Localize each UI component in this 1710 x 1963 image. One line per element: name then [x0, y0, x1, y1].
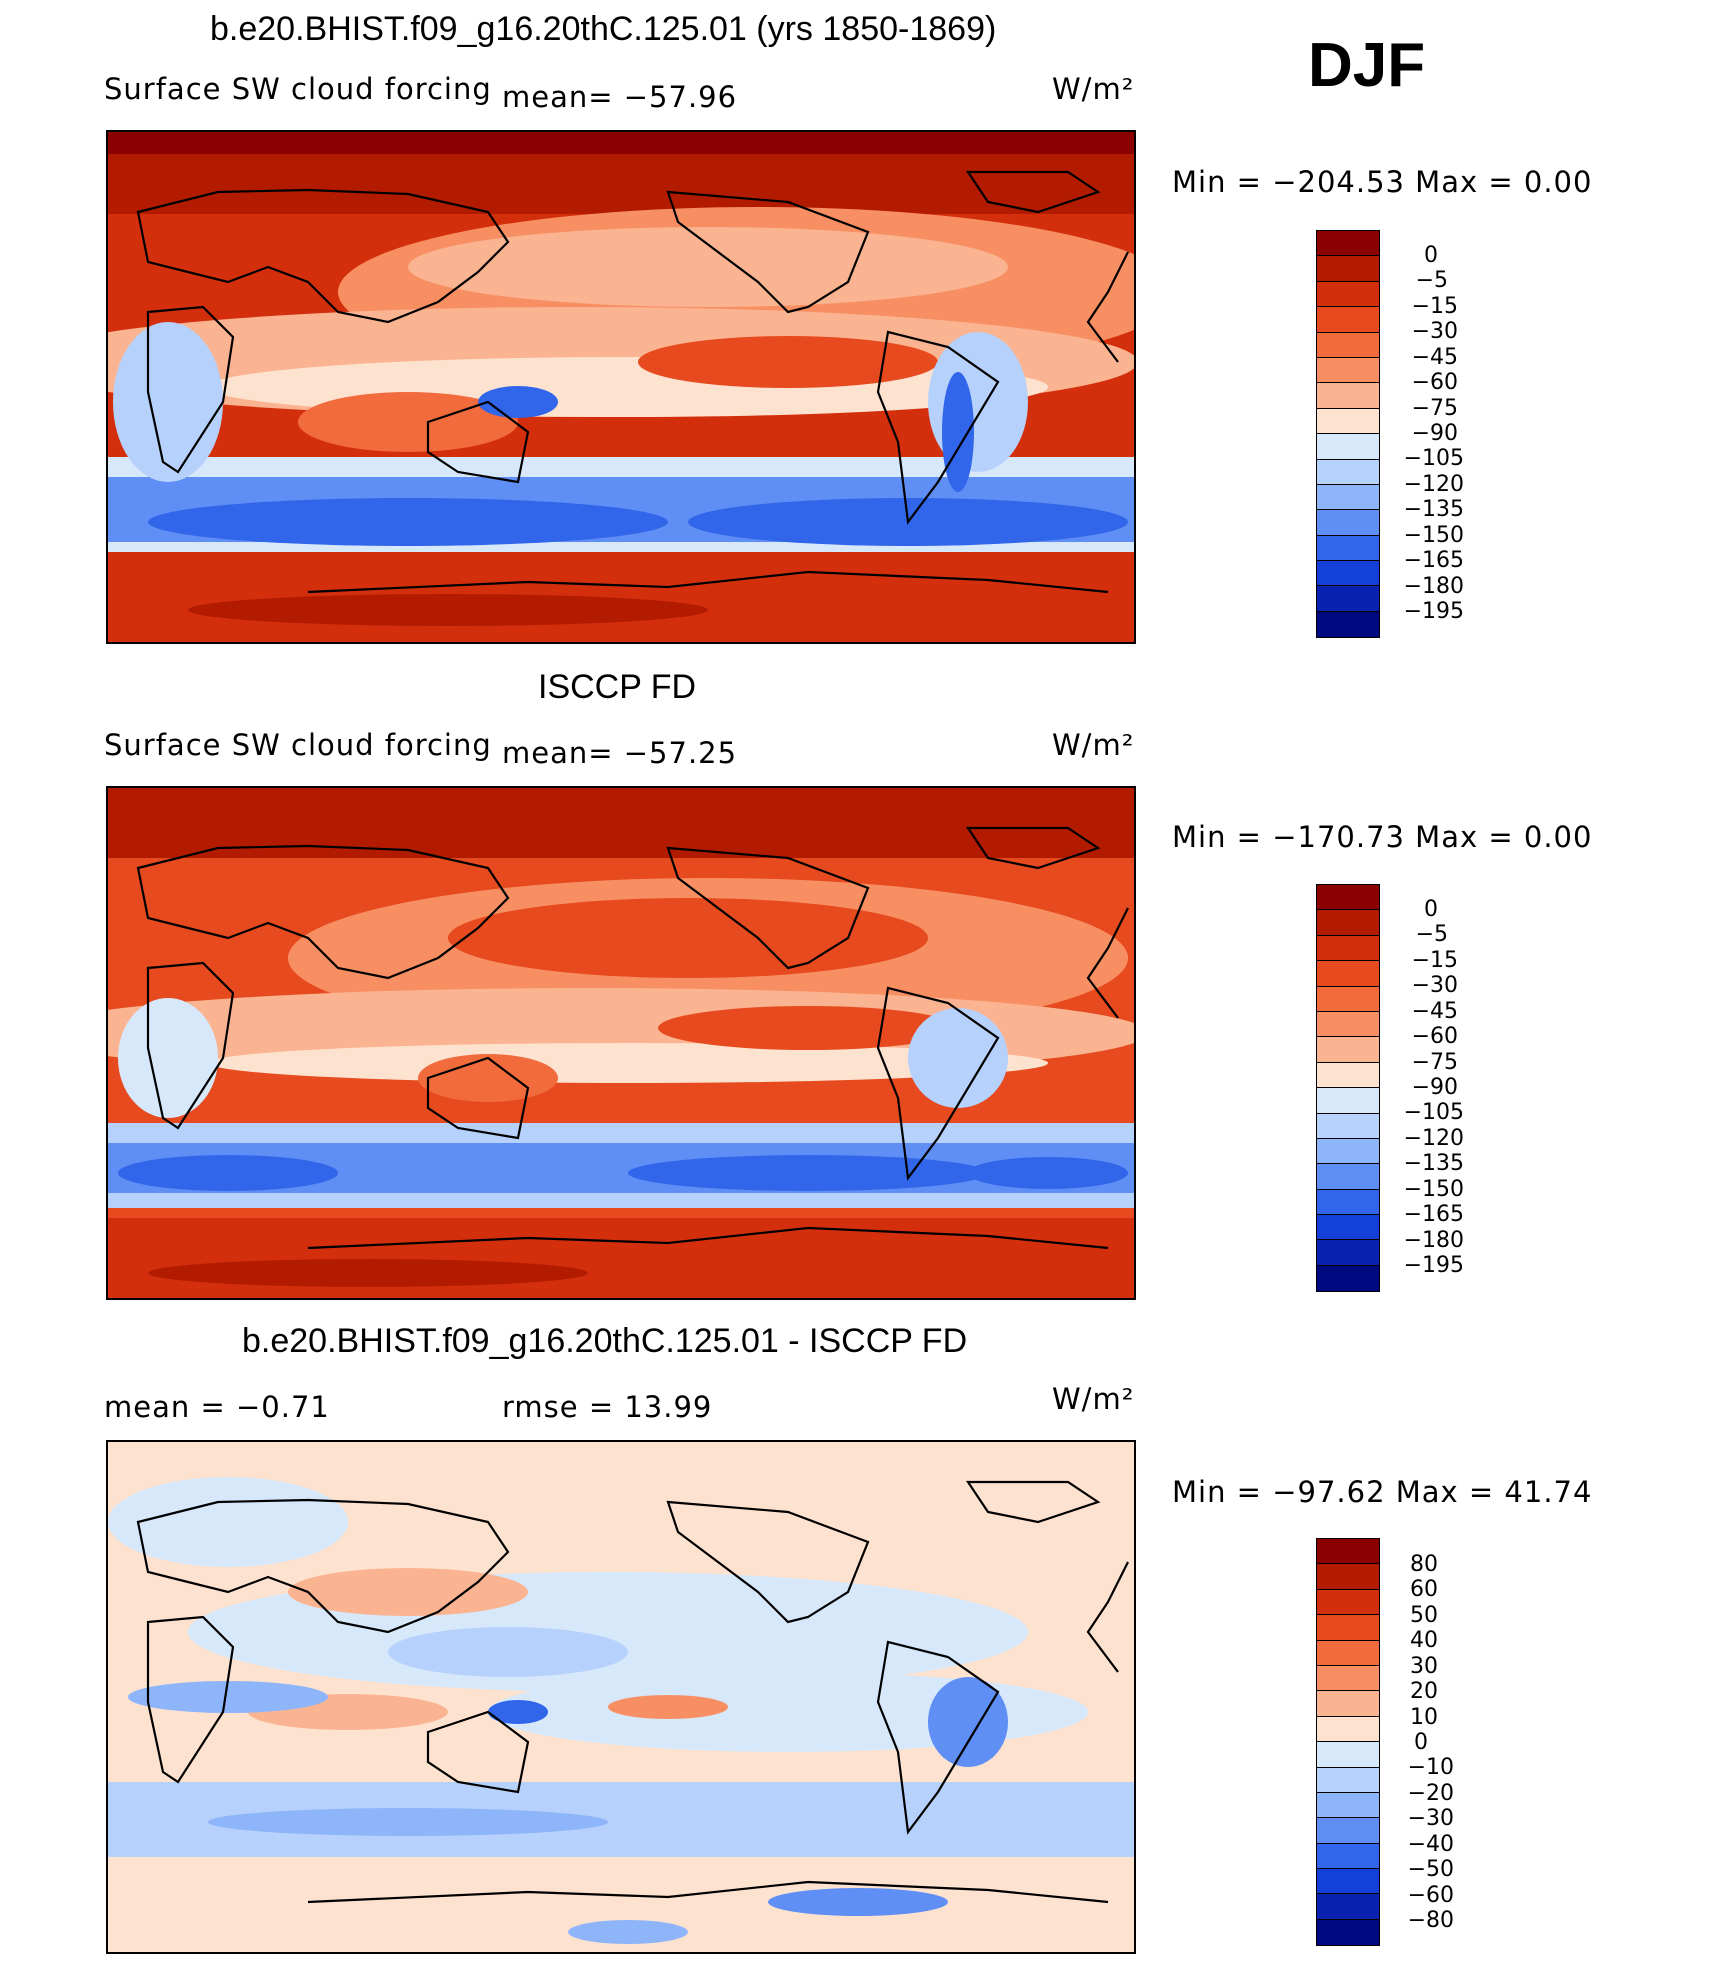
colorbar-label: −30	[1407, 1806, 1454, 1831]
panel2-minmax: Min = −170.73 Max = 0.00	[1172, 820, 1593, 854]
colorbar-label: −60	[1411, 370, 1458, 395]
colorbar-label: −105	[1403, 446, 1464, 471]
panel2-title: ISCCP FD	[538, 668, 697, 706]
colorbar-label: −40	[1407, 1832, 1454, 1857]
colorbar-label: 20	[1410, 1679, 1438, 1704]
colorbar-label: −30	[1411, 319, 1458, 344]
colorbar-label: −10	[1407, 1755, 1454, 1780]
panel2-field	[108, 788, 1134, 1298]
colorbar-label: −105	[1403, 1100, 1464, 1125]
panel1-minmax: Min = −204.53 Max = 0.00	[1172, 165, 1593, 199]
colorbar-label: 80	[1410, 1552, 1438, 1577]
colorbar-label: 40	[1410, 1628, 1438, 1653]
colorbar-label: −135	[1403, 497, 1464, 522]
colorbar-label: −15	[1411, 948, 1458, 973]
colorbar-label: −5	[1415, 922, 1448, 947]
panel2-mean: mean= −57.25	[502, 736, 738, 770]
colorbar-label: −180	[1403, 1228, 1464, 1253]
panel2-variable: Surface SW cloud forcing	[104, 728, 492, 762]
colorbar-label: −45	[1411, 999, 1458, 1024]
panel3-minmax: Min = −97.62 Max = 41.74	[1172, 1475, 1593, 1509]
colorbar-label: −150	[1403, 1177, 1464, 1202]
colorbar-label: −120	[1403, 1126, 1464, 1151]
panel1-colorbar	[1316, 230, 1380, 639]
season-label: DJF	[1308, 31, 1426, 100]
colorbar-label: −5	[1415, 268, 1448, 293]
colorbar-label: −45	[1411, 345, 1458, 370]
colorbar-label: −75	[1411, 1050, 1458, 1075]
colorbar-label: −165	[1403, 1202, 1464, 1227]
panel1-mean: mean= −57.96	[502, 80, 738, 114]
panel3-colorbar	[1316, 1538, 1380, 1947]
panel3-title: b.e20.BHIST.f09_g16.20thC.125.01 - ISCCP…	[242, 1322, 968, 1360]
colorbar-label: −75	[1411, 396, 1458, 421]
colorbar-label: −195	[1403, 1253, 1464, 1278]
colorbar-label: −15	[1411, 294, 1458, 319]
colorbar-label: 60	[1410, 1577, 1438, 1602]
panel1-units: W/m²	[1052, 72, 1135, 106]
colorbar-label: 0	[1424, 243, 1438, 268]
colorbar-label: −60	[1411, 1024, 1458, 1049]
colorbar-label: −50	[1407, 1857, 1454, 1882]
colorbar-label: 30	[1410, 1654, 1438, 1679]
colorbar-label: −90	[1411, 421, 1458, 446]
panel1-title: b.e20.BHIST.f09_g16.20thC.125.01 (yrs 18…	[210, 10, 997, 48]
colorbar-label: 10	[1410, 1705, 1438, 1730]
panel2-units: W/m²	[1052, 728, 1135, 762]
panel1-variable: Surface SW cloud forcing	[104, 72, 492, 106]
colorbar-label: −150	[1403, 523, 1464, 548]
colorbar-label: −60	[1407, 1883, 1454, 1908]
panel3-rmse: rmse = 13.99	[502, 1390, 713, 1424]
panel3-field	[108, 1442, 1134, 1952]
panel2-colorbar	[1316, 884, 1380, 1293]
panel2-map	[106, 786, 1136, 1300]
colorbar-label: 0	[1414, 1730, 1428, 1755]
panel3-units: W/m²	[1052, 1382, 1135, 1416]
colorbar-label: −120	[1403, 472, 1464, 497]
colorbar-label: −20	[1407, 1781, 1454, 1806]
colorbar-label: −135	[1403, 1151, 1464, 1176]
colorbar-label: −90	[1411, 1075, 1458, 1100]
panel3-map	[106, 1440, 1136, 1954]
colorbar-label: −30	[1411, 973, 1458, 998]
colorbar-label: −195	[1403, 599, 1464, 624]
panel1-field	[108, 132, 1134, 642]
colorbar-label: 50	[1410, 1603, 1438, 1628]
colorbar-label: −180	[1403, 574, 1464, 599]
panel3-mean: mean = −0.71	[104, 1390, 330, 1424]
colorbar-label: −80	[1407, 1908, 1454, 1933]
panel1-map	[106, 130, 1136, 644]
colorbar-label: 0	[1424, 897, 1438, 922]
colorbar-label: −165	[1403, 548, 1464, 573]
